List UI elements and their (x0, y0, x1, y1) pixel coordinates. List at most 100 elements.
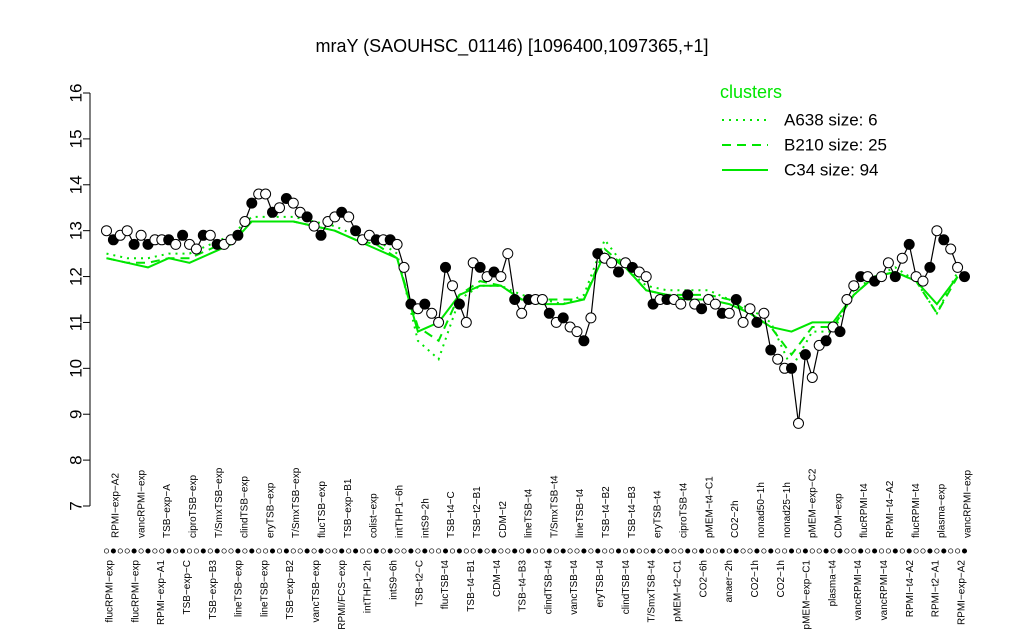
data-point (793, 417, 804, 429)
x-label-bottom: pMEM−exp−C1 (802, 560, 813, 630)
data-point (806, 372, 818, 383)
data-point (640, 271, 652, 283)
data-point (274, 202, 285, 214)
strip-marker (477, 548, 483, 554)
strip-marker (872, 548, 878, 554)
strip-marker (325, 548, 331, 554)
data-point (557, 312, 569, 324)
x-label-top: flucRPMI−t4 (859, 483, 870, 538)
strip-marker (948, 548, 954, 554)
x-label-top: CO2−2h (730, 500, 741, 538)
data-point (959, 271, 970, 283)
strip-marker (961, 548, 968, 554)
data-point (440, 261, 451, 273)
data-point (516, 307, 528, 319)
strip-marker (823, 548, 829, 554)
strip-marker (615, 548, 622, 554)
strip-marker (359, 548, 366, 554)
strip-marker (373, 548, 379, 554)
strip-marker (512, 548, 518, 554)
data-point (177, 229, 189, 241)
strip-marker (692, 548, 698, 554)
strip-marker (539, 548, 545, 554)
strip-marker (851, 548, 857, 554)
data-point (301, 211, 313, 223)
strip-marker (906, 548, 912, 554)
data-point (391, 238, 403, 250)
y-tick-label: 13 (67, 221, 86, 240)
strip-marker (408, 548, 414, 554)
legend-label: C34 size: 94 (784, 161, 879, 180)
x-label-top: vancRPMI−exp (963, 469, 974, 538)
strip-marker (719, 548, 725, 554)
x-label-top: T/SmxTSB−exp (214, 467, 225, 538)
data-point (287, 197, 299, 209)
strip-marker (941, 548, 947, 554)
x-label-bottom: RPMI−t2−A1 (931, 560, 942, 618)
strip-marker (152, 548, 158, 554)
strip-marker (892, 548, 898, 554)
strip-marker (332, 548, 338, 554)
x-label-top: vancRPMI−exp (136, 469, 147, 538)
data-point (723, 307, 735, 319)
strip-marker (581, 548, 587, 554)
strip-marker (671, 548, 677, 554)
strip-marker (498, 548, 504, 554)
strip-marker (180, 548, 186, 554)
strip-marker (546, 548, 552, 554)
y-tick-label: 8 (67, 455, 86, 464)
strip-marker (740, 548, 746, 554)
data-point (945, 243, 957, 255)
strip-marker (747, 548, 753, 554)
strip-marker (588, 548, 594, 554)
strip-marker (131, 548, 137, 554)
strip-marker (173, 548, 179, 554)
x-label-top: ciproTSB−t4 (679, 482, 690, 538)
x-label-top: TSB−t4−B2 (601, 486, 612, 538)
data-point (170, 238, 182, 250)
strip-marker (304, 548, 310, 554)
data-point (495, 271, 507, 283)
strip-marker (297, 548, 303, 554)
data-point (744, 303, 756, 315)
x-label-bottom: RPMI−t4−A2 (905, 560, 916, 618)
x-label-top: RPMI−t4−A2 (885, 480, 896, 538)
strip-marker (214, 548, 220, 554)
x-label-top: intS9−2h (420, 498, 431, 538)
data-point (101, 225, 112, 237)
strip-marker (712, 548, 718, 554)
strip-marker (643, 548, 649, 554)
x-label-bottom: vancRPMI−t4 (879, 560, 890, 621)
strip-marker (380, 548, 386, 554)
series-layer (101, 188, 970, 554)
strip-marker (609, 548, 615, 554)
strip-marker (463, 548, 469, 554)
data-point (758, 307, 770, 319)
strip-marker (685, 548, 691, 554)
x-label-top: plasma−exp (937, 483, 948, 538)
strip-marker (602, 548, 608, 554)
x-label-bottom: TSB−exp−C (182, 560, 193, 614)
strip-marker (699, 548, 705, 554)
legend-title: clusters (720, 82, 782, 102)
strip-marker (532, 548, 539, 554)
data-point (315, 229, 327, 241)
x-label-bottom: RPMI/FCS−exp (337, 560, 348, 630)
data-point (204, 229, 216, 241)
x-label-bottom: CDM−t4 (492, 560, 503, 597)
strip-marker (422, 548, 428, 554)
data-point (938, 234, 950, 246)
x-label-top: TSB−t2−B1 (472, 486, 483, 538)
legend-label: A638 size: 6 (784, 111, 878, 130)
strip-marker (878, 548, 885, 554)
data-point (585, 312, 597, 324)
data-point (696, 303, 708, 315)
data-point (543, 307, 555, 319)
strip-marker (865, 548, 871, 554)
strip-marker (221, 548, 227, 554)
strip-marker (809, 548, 815, 554)
strip-marker (920, 548, 926, 554)
strip-marker (346, 548, 352, 554)
strip-marker (844, 548, 850, 554)
strip-marker (207, 548, 213, 554)
